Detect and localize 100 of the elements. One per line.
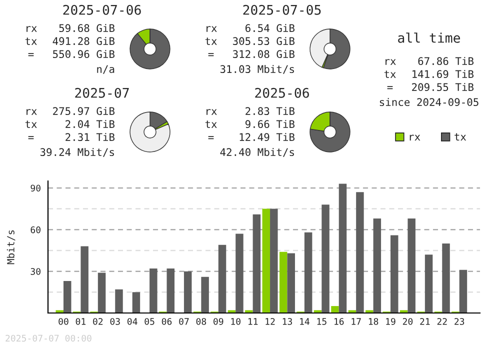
text: 550.96 GiB bbox=[53, 50, 115, 58]
text: = bbox=[387, 86, 393, 90]
bar bbox=[56, 310, 64, 313]
x-tick-label: 14 bbox=[300, 318, 310, 325]
text: n/a bbox=[97, 65, 114, 74]
bar bbox=[218, 244, 226, 313]
chart-title: 2025-07 bbox=[75, 88, 129, 98]
text: tx bbox=[25, 38, 37, 45]
y-tick-label: 60 bbox=[30, 226, 40, 234]
text: tx bbox=[205, 38, 217, 45]
x-tick-label: 13 bbox=[282, 318, 292, 325]
text: = bbox=[208, 136, 214, 140]
x-tick-label: 08 bbox=[196, 318, 206, 325]
x-tick-label: 20 bbox=[402, 318, 413, 325]
x-tick-label: 07 bbox=[179, 318, 189, 325]
x-tick-label: 01 bbox=[76, 318, 86, 325]
y-tick-label: 30 bbox=[30, 268, 40, 275]
text: = bbox=[208, 53, 214, 56]
bar bbox=[184, 271, 192, 313]
bar bbox=[270, 208, 278, 313]
bar bbox=[287, 253, 295, 313]
x-tick-label: 03 bbox=[110, 318, 120, 325]
text: since 2024-09-05 bbox=[380, 98, 478, 106]
bar bbox=[390, 235, 398, 313]
bar bbox=[356, 192, 364, 313]
x-tick-label: 17 bbox=[352, 318, 361, 325]
bar bbox=[322, 204, 330, 313]
text: = bbox=[28, 136, 34, 140]
x-tick-label: 10 bbox=[231, 318, 240, 325]
chart-title: 2025-07-05 bbox=[243, 4, 321, 15]
x-tick-label: 06 bbox=[162, 318, 172, 325]
x-tick-label: 22 bbox=[437, 318, 447, 325]
bar bbox=[252, 214, 261, 313]
chart-title: 2025-06 bbox=[255, 88, 309, 98]
text: rx bbox=[26, 109, 37, 115]
x-tick-label: 21 bbox=[420, 318, 430, 325]
bar bbox=[98, 272, 106, 313]
text: = bbox=[28, 53, 34, 56]
bar bbox=[331, 306, 339, 313]
text: 67.86 TiB bbox=[418, 56, 474, 66]
x-tick-label: 00 bbox=[58, 318, 68, 325]
text: tx bbox=[205, 120, 217, 128]
legend-label: tx bbox=[454, 133, 466, 141]
bar bbox=[201, 276, 209, 313]
text: 2.04 TiB bbox=[66, 120, 115, 128]
donut-slice bbox=[130, 112, 170, 152]
donut-slice bbox=[310, 112, 350, 152]
text: 9.66 TiB bbox=[245, 120, 295, 128]
text: rx bbox=[26, 26, 37, 32]
bar bbox=[150, 268, 158, 313]
text: 2.31 TiB bbox=[66, 132, 115, 142]
x-tick-label: 11 bbox=[248, 318, 258, 325]
y-axis-title: Mbit/s bbox=[6, 230, 16, 264]
text: all time bbox=[398, 32, 460, 43]
bar bbox=[63, 281, 72, 313]
bar bbox=[424, 254, 433, 313]
text: 31.03 Mbit/s bbox=[220, 64, 294, 74]
x-tick-label: 16 bbox=[334, 318, 344, 325]
x-tick-label: 12 bbox=[266, 318, 275, 325]
bar bbox=[442, 244, 450, 313]
bar bbox=[304, 232, 312, 313]
text: 141.69 TiB bbox=[412, 70, 474, 78]
x-tick-label: 18 bbox=[368, 318, 378, 325]
x-tick-label: 05 bbox=[144, 318, 154, 325]
text: rx bbox=[206, 26, 217, 32]
text: 12.49 TiB bbox=[240, 132, 295, 142]
legend-label: rx bbox=[410, 134, 420, 141]
x-tick-label: 23 bbox=[454, 318, 464, 325]
text: 312.08 GiB bbox=[232, 50, 295, 58]
text: 209.55 TiB bbox=[412, 82, 474, 92]
bar bbox=[338, 184, 347, 313]
text: 6.54 GiB bbox=[246, 24, 295, 32]
text: rx bbox=[386, 59, 396, 65]
text: 275.97 GiB bbox=[53, 106, 115, 116]
text: 59.68 GiB bbox=[59, 24, 115, 32]
x-tick-label: 19 bbox=[386, 318, 396, 325]
bar bbox=[245, 310, 253, 313]
text: 491.28 GiB bbox=[52, 36, 115, 46]
chart-title: 2025-07-06 bbox=[63, 4, 141, 15]
bar bbox=[279, 252, 288, 313]
bar bbox=[373, 218, 382, 313]
x-tick-label: 02 bbox=[93, 318, 103, 325]
donut-slice bbox=[130, 28, 170, 70]
y-tick-label: 90 bbox=[30, 184, 40, 192]
bar bbox=[132, 292, 140, 313]
text: 42.40 Mbit/s bbox=[220, 148, 294, 157]
bar bbox=[236, 234, 244, 313]
bar bbox=[262, 208, 270, 313]
x-tick-label: 09 bbox=[214, 318, 224, 325]
bar bbox=[408, 218, 416, 313]
text: rx bbox=[206, 109, 217, 115]
bar bbox=[166, 268, 174, 313]
text: 305.53 GiB bbox=[232, 36, 295, 46]
bar bbox=[80, 246, 88, 313]
x-tick-label: 04 bbox=[127, 318, 138, 325]
text: tx bbox=[384, 70, 396, 78]
bar bbox=[459, 270, 468, 313]
bar bbox=[115, 289, 123, 313]
x-tick-label: 15 bbox=[317, 318, 326, 325]
text: 2.83 TiB bbox=[246, 106, 295, 116]
